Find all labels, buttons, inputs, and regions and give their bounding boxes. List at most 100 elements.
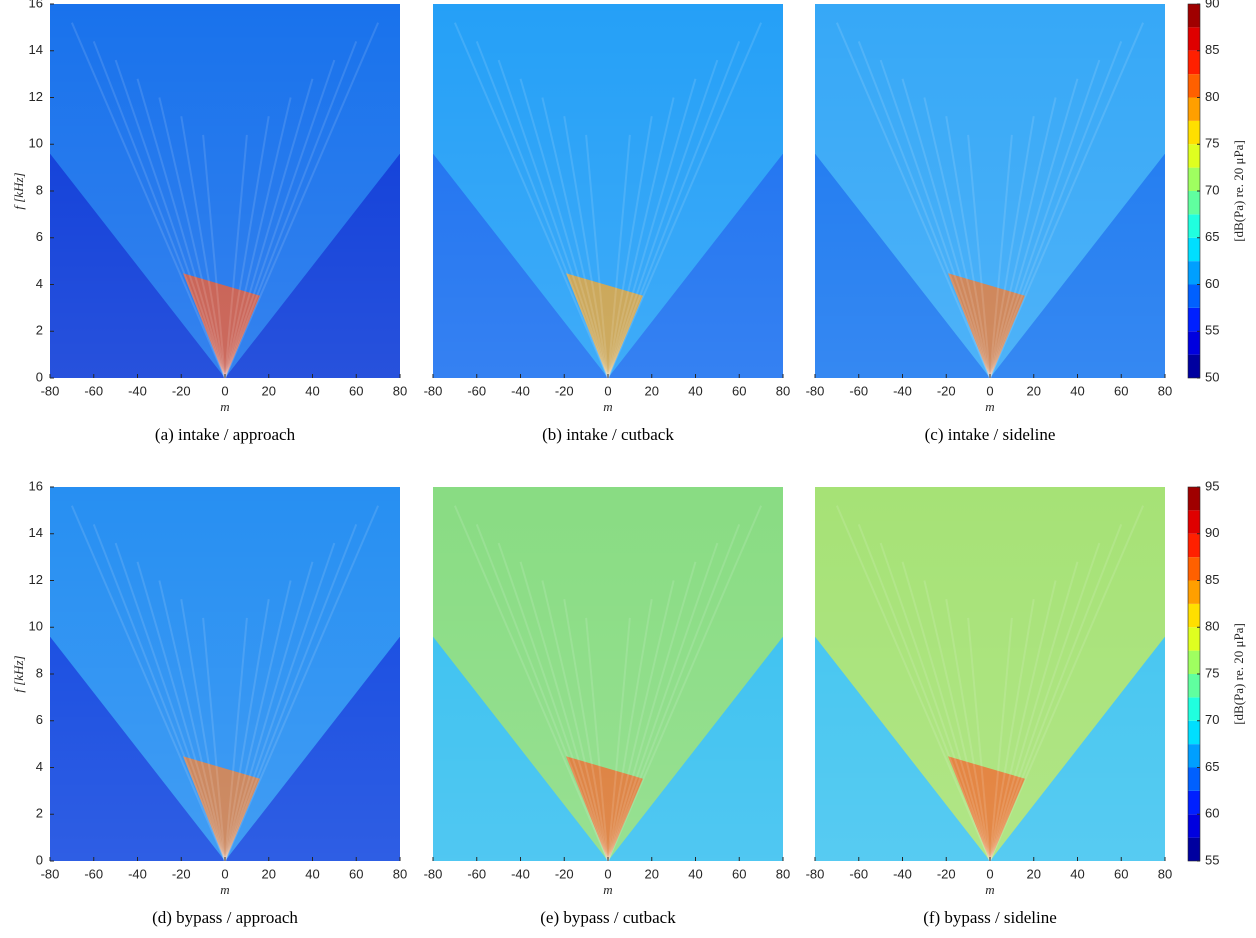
x-tick-label: 20 (1027, 866, 1041, 881)
colorbar-band (1188, 261, 1200, 285)
colorbar-band (1188, 191, 1200, 215)
y-tick-label: 6 (36, 229, 43, 244)
x-tick-label: 60 (732, 866, 746, 881)
heatmap-shade (815, 4, 1165, 378)
x-tick-label: 40 (688, 866, 702, 881)
caption: (e) bypass / cutback (540, 908, 676, 927)
y-tick-label: 8 (36, 665, 43, 680)
colorbar-tick-label: 60 (1205, 276, 1219, 291)
x-tick-label: 80 (1158, 383, 1172, 398)
x-tick-label: 60 (349, 866, 363, 881)
colorbar-band (1188, 557, 1200, 581)
x-tick-label: -80 (424, 383, 443, 398)
colorbar-band (1188, 650, 1200, 674)
colorbar-band (1188, 27, 1200, 51)
colorbar-tick-label: 80 (1205, 619, 1219, 634)
x-tick-label: 40 (688, 383, 702, 398)
x-tick-label: 60 (1114, 866, 1128, 881)
y-tick-label: 14 (29, 525, 43, 540)
x-tick-label: 80 (1158, 866, 1172, 881)
colorbar-band (1188, 50, 1200, 75)
colorbar-band (1188, 74, 1200, 98)
x-tick-label: 20 (262, 383, 276, 398)
colorbar-label: [dB(Pa) re. 20 μPa] (1231, 623, 1246, 725)
x-tick-label: -20 (937, 383, 956, 398)
colorbar-band (1188, 167, 1200, 191)
colorbar-tick-label: 55 (1205, 323, 1219, 338)
x-tick-label: -20 (172, 383, 191, 398)
y-tick-label: 6 (36, 712, 43, 727)
colorbar-tick-label: 50 (1205, 369, 1219, 384)
y-tick-label: 4 (36, 759, 43, 774)
x-tick-label: -60 (849, 383, 868, 398)
x-axis-label: m (220, 882, 229, 897)
x-tick-label: 0 (221, 866, 228, 881)
colorbar-tick-label: 90 (1205, 0, 1219, 10)
x-tick-label: 60 (1114, 383, 1128, 398)
caption: (a) intake / approach (155, 425, 296, 444)
x-tick-label: -60 (467, 383, 486, 398)
colorbar-band (1188, 603, 1200, 628)
colorbar-tick-label: 75 (1205, 665, 1219, 680)
x-tick-label: 20 (262, 866, 276, 881)
colorbar-band (1188, 354, 1200, 378)
caption: (d) bypass / approach (152, 908, 298, 927)
y-axis-label: f [kHz] (11, 655, 26, 692)
colorbar-tick-label: 65 (1205, 229, 1219, 244)
y-tick-label: 14 (29, 42, 43, 57)
x-tick-label: 40 (1070, 866, 1084, 881)
heatmap-shade (815, 487, 1165, 861)
x-tick-label: -40 (893, 383, 912, 398)
x-axis-label: m (603, 882, 612, 897)
colorbar-band (1188, 4, 1200, 28)
y-tick-label: 8 (36, 182, 43, 197)
x-tick-label: 80 (393, 383, 407, 398)
heatmap-panel (433, 487, 783, 862)
y-tick-label: 0 (36, 369, 43, 384)
colorbar-band (1188, 214, 1200, 238)
x-tick-label: 0 (604, 866, 611, 881)
x-tick-label: -60 (467, 866, 486, 881)
colorbar-tick-label: 65 (1205, 759, 1219, 774)
x-tick-label: -20 (555, 383, 574, 398)
y-tick-label: 10 (29, 619, 43, 634)
colorbar-band (1188, 674, 1200, 698)
x-tick-label: 20 (1027, 383, 1041, 398)
colorbar-band (1188, 744, 1200, 768)
colorbar-label: [dB(Pa) re. 20 μPa] (1231, 140, 1246, 242)
colorbar-band (1188, 120, 1200, 145)
caption: (b) intake / cutback (542, 425, 674, 444)
colorbar-tick-label: 95 (1205, 478, 1219, 493)
y-tick-label: 2 (36, 323, 43, 338)
x-tick-label: -80 (41, 866, 60, 881)
colorbar-tick-label: 75 (1205, 136, 1219, 151)
colorbar-band (1188, 237, 1200, 262)
colorbar-band (1188, 144, 1200, 168)
heatmap-shade (50, 4, 400, 378)
x-tick-label: 40 (305, 383, 319, 398)
x-tick-label: -80 (424, 866, 443, 881)
x-tick-label: -40 (128, 383, 147, 398)
x-axis-label: m (985, 399, 994, 414)
colorbar-band (1188, 580, 1200, 604)
x-tick-label: -20 (937, 866, 956, 881)
colorbar-tick-label: 85 (1205, 572, 1219, 587)
y-tick-label: 10 (29, 136, 43, 151)
y-axis-label: f [kHz] (11, 172, 26, 209)
x-tick-label: 80 (776, 383, 790, 398)
colorbar-band (1188, 697, 1200, 721)
colorbar-band (1188, 331, 1200, 355)
caption: (c) intake / sideline (925, 425, 1056, 444)
colorbar-tick-label: 70 (1205, 182, 1219, 197)
x-tick-label: 60 (732, 383, 746, 398)
y-tick-label: 4 (36, 276, 43, 291)
colorbar-tick-label: 90 (1205, 525, 1219, 540)
colorbar-band (1188, 97, 1200, 121)
heatmap-panel (433, 4, 783, 379)
colorbar-band (1188, 533, 1200, 558)
x-tick-label: -60 (849, 866, 868, 881)
y-tick-label: 0 (36, 852, 43, 867)
x-tick-label: -40 (128, 866, 147, 881)
caption: (f) bypass / sideline (923, 908, 1057, 927)
